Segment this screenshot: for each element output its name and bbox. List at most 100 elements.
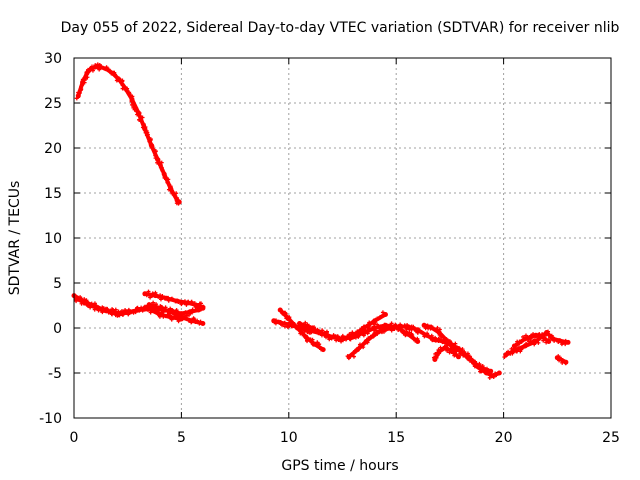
sample-mark bbox=[184, 302, 189, 307]
sample-mark bbox=[410, 334, 415, 339]
sample-mark bbox=[84, 300, 89, 305]
sample-mark bbox=[399, 323, 404, 328]
sample-mark bbox=[176, 310, 181, 315]
sample-mark bbox=[419, 330, 424, 335]
sample-mark bbox=[440, 333, 445, 338]
sample-mark bbox=[137, 117, 142, 122]
sample-mark bbox=[105, 306, 110, 311]
data-point bbox=[488, 368, 494, 374]
sample-mark bbox=[453, 352, 458, 357]
sample-mark bbox=[542, 334, 547, 339]
sample-mark bbox=[361, 333, 366, 338]
sample-mark bbox=[185, 313, 190, 318]
axis-ticks bbox=[73, 57, 612, 419]
sample-mark bbox=[439, 347, 444, 352]
sample-mark bbox=[494, 373, 499, 378]
sample-mark bbox=[163, 307, 168, 312]
sample-mark bbox=[77, 90, 82, 95]
data-point bbox=[565, 339, 571, 345]
sample-mark bbox=[197, 301, 202, 306]
x-tick-label: 10 bbox=[280, 430, 298, 446]
x-tick-label: 25 bbox=[602, 430, 620, 446]
sample-mark bbox=[151, 300, 156, 305]
sample-mark bbox=[137, 111, 142, 116]
sample-mark bbox=[425, 333, 430, 338]
sample-mark bbox=[282, 320, 287, 325]
sample-mark bbox=[471, 361, 476, 366]
sample-mark bbox=[537, 332, 542, 337]
series-line bbox=[76, 65, 182, 204]
sample-mark bbox=[144, 293, 149, 298]
sample-mark bbox=[434, 355, 439, 360]
sample-mark bbox=[283, 312, 288, 317]
sample-mark bbox=[88, 305, 93, 310]
sample-mark bbox=[157, 314, 162, 319]
sample-mark bbox=[433, 335, 438, 340]
sample-mark bbox=[117, 311, 122, 316]
y-axis-label: SDTVAR / TECUs bbox=[7, 181, 23, 296]
sample-mark bbox=[116, 76, 121, 81]
sample-mark bbox=[514, 349, 519, 354]
sample-mark bbox=[305, 339, 310, 344]
sample-mark bbox=[160, 293, 165, 298]
sample-mark bbox=[189, 319, 194, 324]
sample-mark bbox=[183, 310, 188, 315]
data-point bbox=[382, 312, 388, 317]
sample-mark bbox=[78, 295, 83, 300]
sample-mark bbox=[355, 333, 360, 338]
series-arc-m bbox=[554, 354, 569, 366]
sample-mark bbox=[165, 180, 170, 185]
sample-mark bbox=[176, 319, 181, 324]
sample-mark bbox=[551, 338, 556, 343]
sample-mark bbox=[320, 330, 325, 335]
sample-mark bbox=[153, 149, 158, 154]
sample-mark bbox=[428, 335, 433, 340]
sample-mark bbox=[355, 331, 360, 336]
sample-mark bbox=[365, 331, 370, 336]
sample-mark bbox=[169, 186, 174, 191]
sample-mark bbox=[150, 144, 155, 149]
sample-mark bbox=[100, 310, 105, 315]
series-arc-i bbox=[421, 322, 494, 375]
sample-mark bbox=[179, 301, 184, 306]
sample-mark bbox=[393, 322, 398, 327]
sample-mark bbox=[518, 349, 523, 354]
sample-mark bbox=[159, 160, 164, 165]
sample-mark bbox=[134, 106, 139, 111]
sample-mark bbox=[375, 316, 380, 321]
sample-mark bbox=[179, 316, 184, 321]
sample-mark bbox=[479, 369, 484, 374]
x-axis-label: GPS time / hours bbox=[281, 458, 398, 474]
sample-mark bbox=[557, 355, 562, 360]
sample-mark bbox=[279, 308, 284, 313]
sample-mark bbox=[363, 328, 368, 333]
sample-mark bbox=[445, 348, 450, 353]
sample-mark bbox=[144, 133, 149, 138]
sample-mark bbox=[127, 90, 132, 95]
sample-mark bbox=[151, 308, 156, 313]
sample-mark bbox=[156, 157, 161, 162]
sample-mark bbox=[155, 160, 160, 165]
sample-mark bbox=[348, 337, 353, 342]
sample-mark bbox=[411, 324, 416, 329]
y-tick-label: -5 bbox=[48, 366, 62, 382]
sample-mark bbox=[514, 346, 519, 351]
sample-mark bbox=[310, 337, 315, 342]
sample-mark bbox=[435, 325, 440, 330]
sample-mark bbox=[129, 102, 134, 107]
y-tick-label: 15 bbox=[44, 186, 62, 202]
series-arc-j bbox=[431, 344, 461, 362]
sample-mark bbox=[560, 357, 565, 362]
sample-mark bbox=[448, 340, 453, 345]
sample-mark bbox=[434, 328, 439, 333]
sample-mark bbox=[124, 87, 129, 92]
sample-mark bbox=[443, 344, 448, 349]
sample-mark bbox=[534, 333, 539, 338]
sample-mark bbox=[391, 326, 396, 331]
sample-mark bbox=[161, 310, 166, 315]
sample-mark bbox=[556, 339, 561, 344]
sample-mark bbox=[384, 327, 389, 332]
x-tick-label: 15 bbox=[387, 430, 405, 446]
sample-mark bbox=[480, 364, 485, 369]
